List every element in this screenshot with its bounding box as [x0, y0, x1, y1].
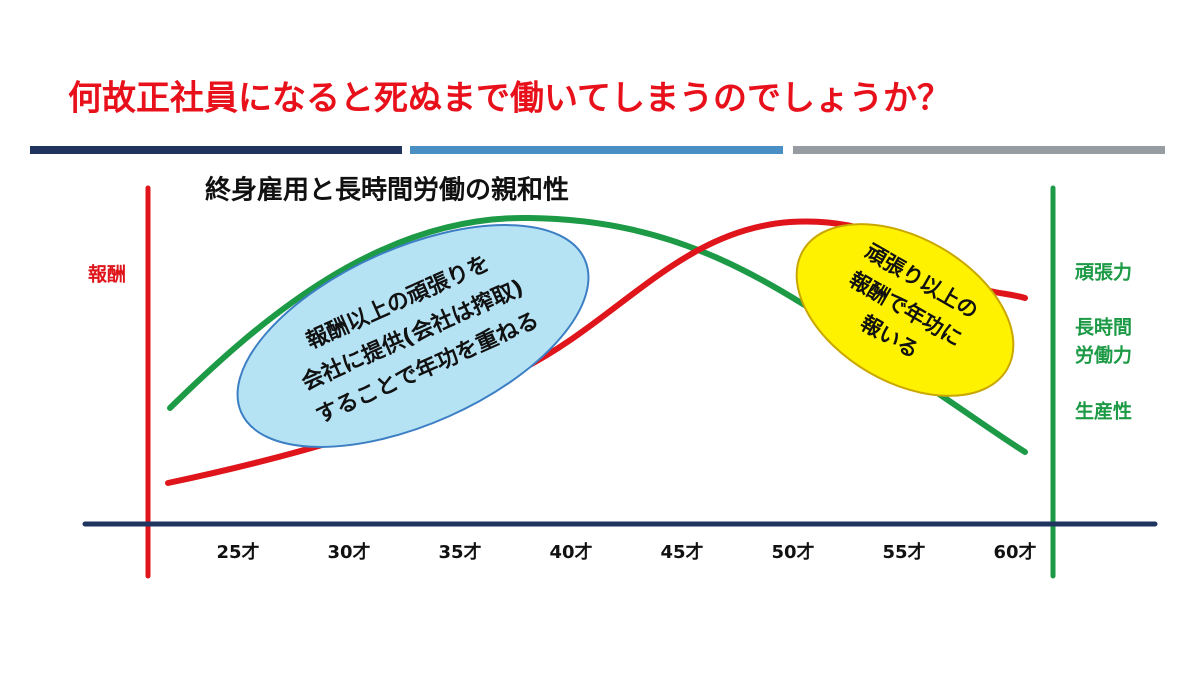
yellow-ellipse: [795, 223, 1015, 397]
x-label: 50才: [771, 541, 814, 563]
chart-title: 終身雇用と長時間労働の親和性: [205, 175, 569, 206]
blue-ellipse: [236, 224, 590, 448]
right-label: 労働力: [1075, 344, 1132, 367]
divider: [30, 146, 402, 154]
yellow-note: 頑張り以上の 報酬で年功に 報いる: [795, 223, 1015, 397]
x-label: 30才: [327, 541, 370, 563]
divider: [793, 146, 1165, 154]
right-label: 生産性: [1075, 400, 1132, 423]
x-label: 35才: [438, 541, 481, 563]
slide-title: 何故正社員になると死ぬまで働いてしまうのでしょうか？: [68, 79, 951, 119]
x-label: 45才: [660, 541, 703, 563]
x-label: 25才: [216, 541, 259, 563]
x-label: 55才: [882, 541, 925, 563]
left-label: 報酬: [88, 263, 126, 286]
x-label: 60才: [993, 541, 1036, 563]
right-label: 頑張力: [1074, 261, 1132, 284]
right-label: 長時間: [1075, 317, 1132, 339]
divider: [410, 146, 783, 154]
blue-note: 報酬以上の頑張りを 会社に提供(会社は搾取) することで年功を重ねる: [236, 224, 590, 448]
x-label: 40才: [549, 541, 592, 563]
x-labels: 25才 30才 35才 40才 45才 50才 55才 60才: [216, 541, 1036, 563]
